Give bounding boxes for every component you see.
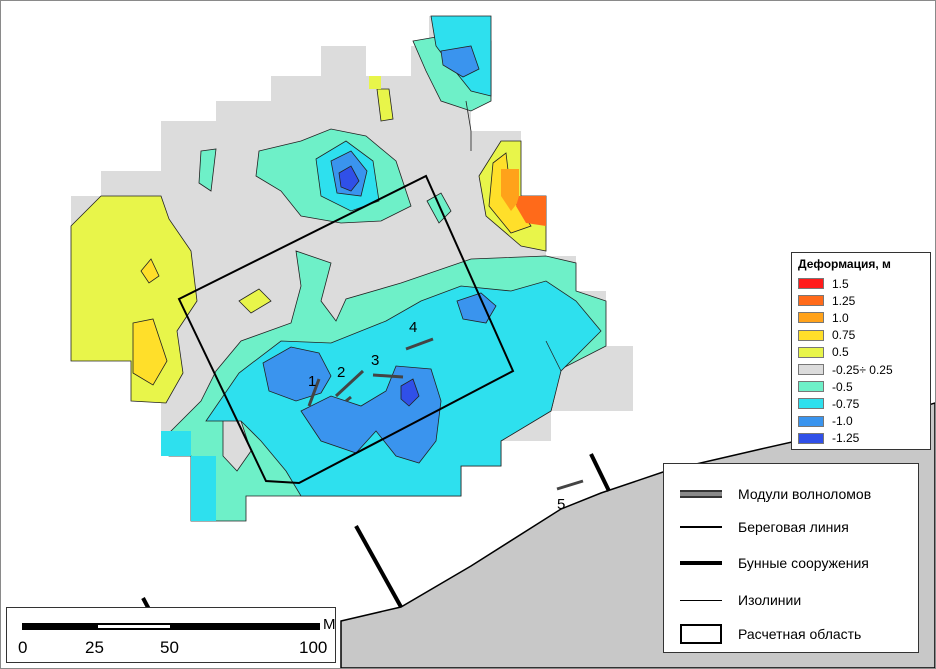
scale-tick: 100 (299, 638, 328, 657)
legend-breakwater: Модули волноломов (678, 484, 871, 504)
legend-swatch (798, 432, 824, 444)
legend-swatch (798, 381, 824, 393)
legend-swatch (798, 312, 824, 324)
scale-unit: М (323, 616, 336, 633)
symbol-legend: Модули волноломов Береговая линия Бунные… (663, 463, 919, 653)
breakwater-label-2: 2 (337, 364, 345, 381)
legend-item: 1.5 (798, 275, 924, 292)
scale-tick: 50 (160, 638, 179, 657)
legend-label: -0.5 (832, 379, 853, 394)
legend-label: -1.25 (832, 431, 860, 446)
legend-swatch (798, 329, 824, 341)
zone-yellow (70, 195, 198, 404)
legend-label: -0.75 (832, 396, 860, 411)
legend-item: 1.25 (798, 292, 924, 309)
legend-shoreline: Береговая линия (678, 517, 849, 537)
zone-blue (262, 346, 332, 402)
breakwater-label-1: 1 (308, 373, 316, 390)
scale-tick: 0 (18, 638, 28, 657)
legend-swatch (798, 364, 824, 376)
breakwater-modules (307, 337, 584, 491)
legend-label: 0.75 (832, 328, 856, 343)
legend-title: Деформация, м (798, 257, 891, 271)
legend-swatch (798, 278, 824, 290)
legend-domain: Расчетная область (678, 624, 861, 644)
legend-label: -0.25÷ 0.25 (832, 362, 893, 377)
legend-isolines: Изолинии (678, 590, 801, 610)
legend-swatch (798, 295, 824, 307)
legend-item: -0.5 (798, 378, 924, 395)
deformation-legend: Деформация, м 1.5 1.25 1.0 0.75 0.5 -0.25÷ 0.… (791, 252, 931, 450)
legend-item: 0.75 (798, 327, 924, 344)
legend-item: -0.75 (798, 395, 924, 412)
legend-item: -1.25 (798, 430, 924, 447)
legend-item: -1.0 (798, 413, 924, 430)
legend-swatch (798, 346, 824, 358)
legend-item: 1.0 (798, 309, 924, 326)
legend-swatch (798, 398, 824, 410)
breakwater-label-3: 3 (371, 352, 379, 369)
zone-dark-blue (338, 165, 360, 192)
scale-bar: М 0 25 50 100 (6, 607, 336, 663)
breakwater-label-5: 5 (557, 496, 565, 513)
legend-item: 0.5 (798, 344, 924, 361)
computational-domain (177, 174, 515, 485)
legend-label: 1.25 (832, 293, 856, 308)
scale-tick: 25 (85, 638, 104, 657)
legend-swatch (798, 415, 824, 427)
legend-label: -1.0 (832, 414, 853, 429)
legend-label: 1.0 (832, 310, 849, 325)
legend-groins: Бунные сооружения (678, 553, 869, 573)
breakwater-label-4: 4 (409, 319, 417, 336)
legend-label: 1.5 (832, 276, 849, 291)
legend-label: 0.5 (832, 345, 849, 360)
legend-item: -0.25÷ 0.25 (798, 361, 924, 378)
